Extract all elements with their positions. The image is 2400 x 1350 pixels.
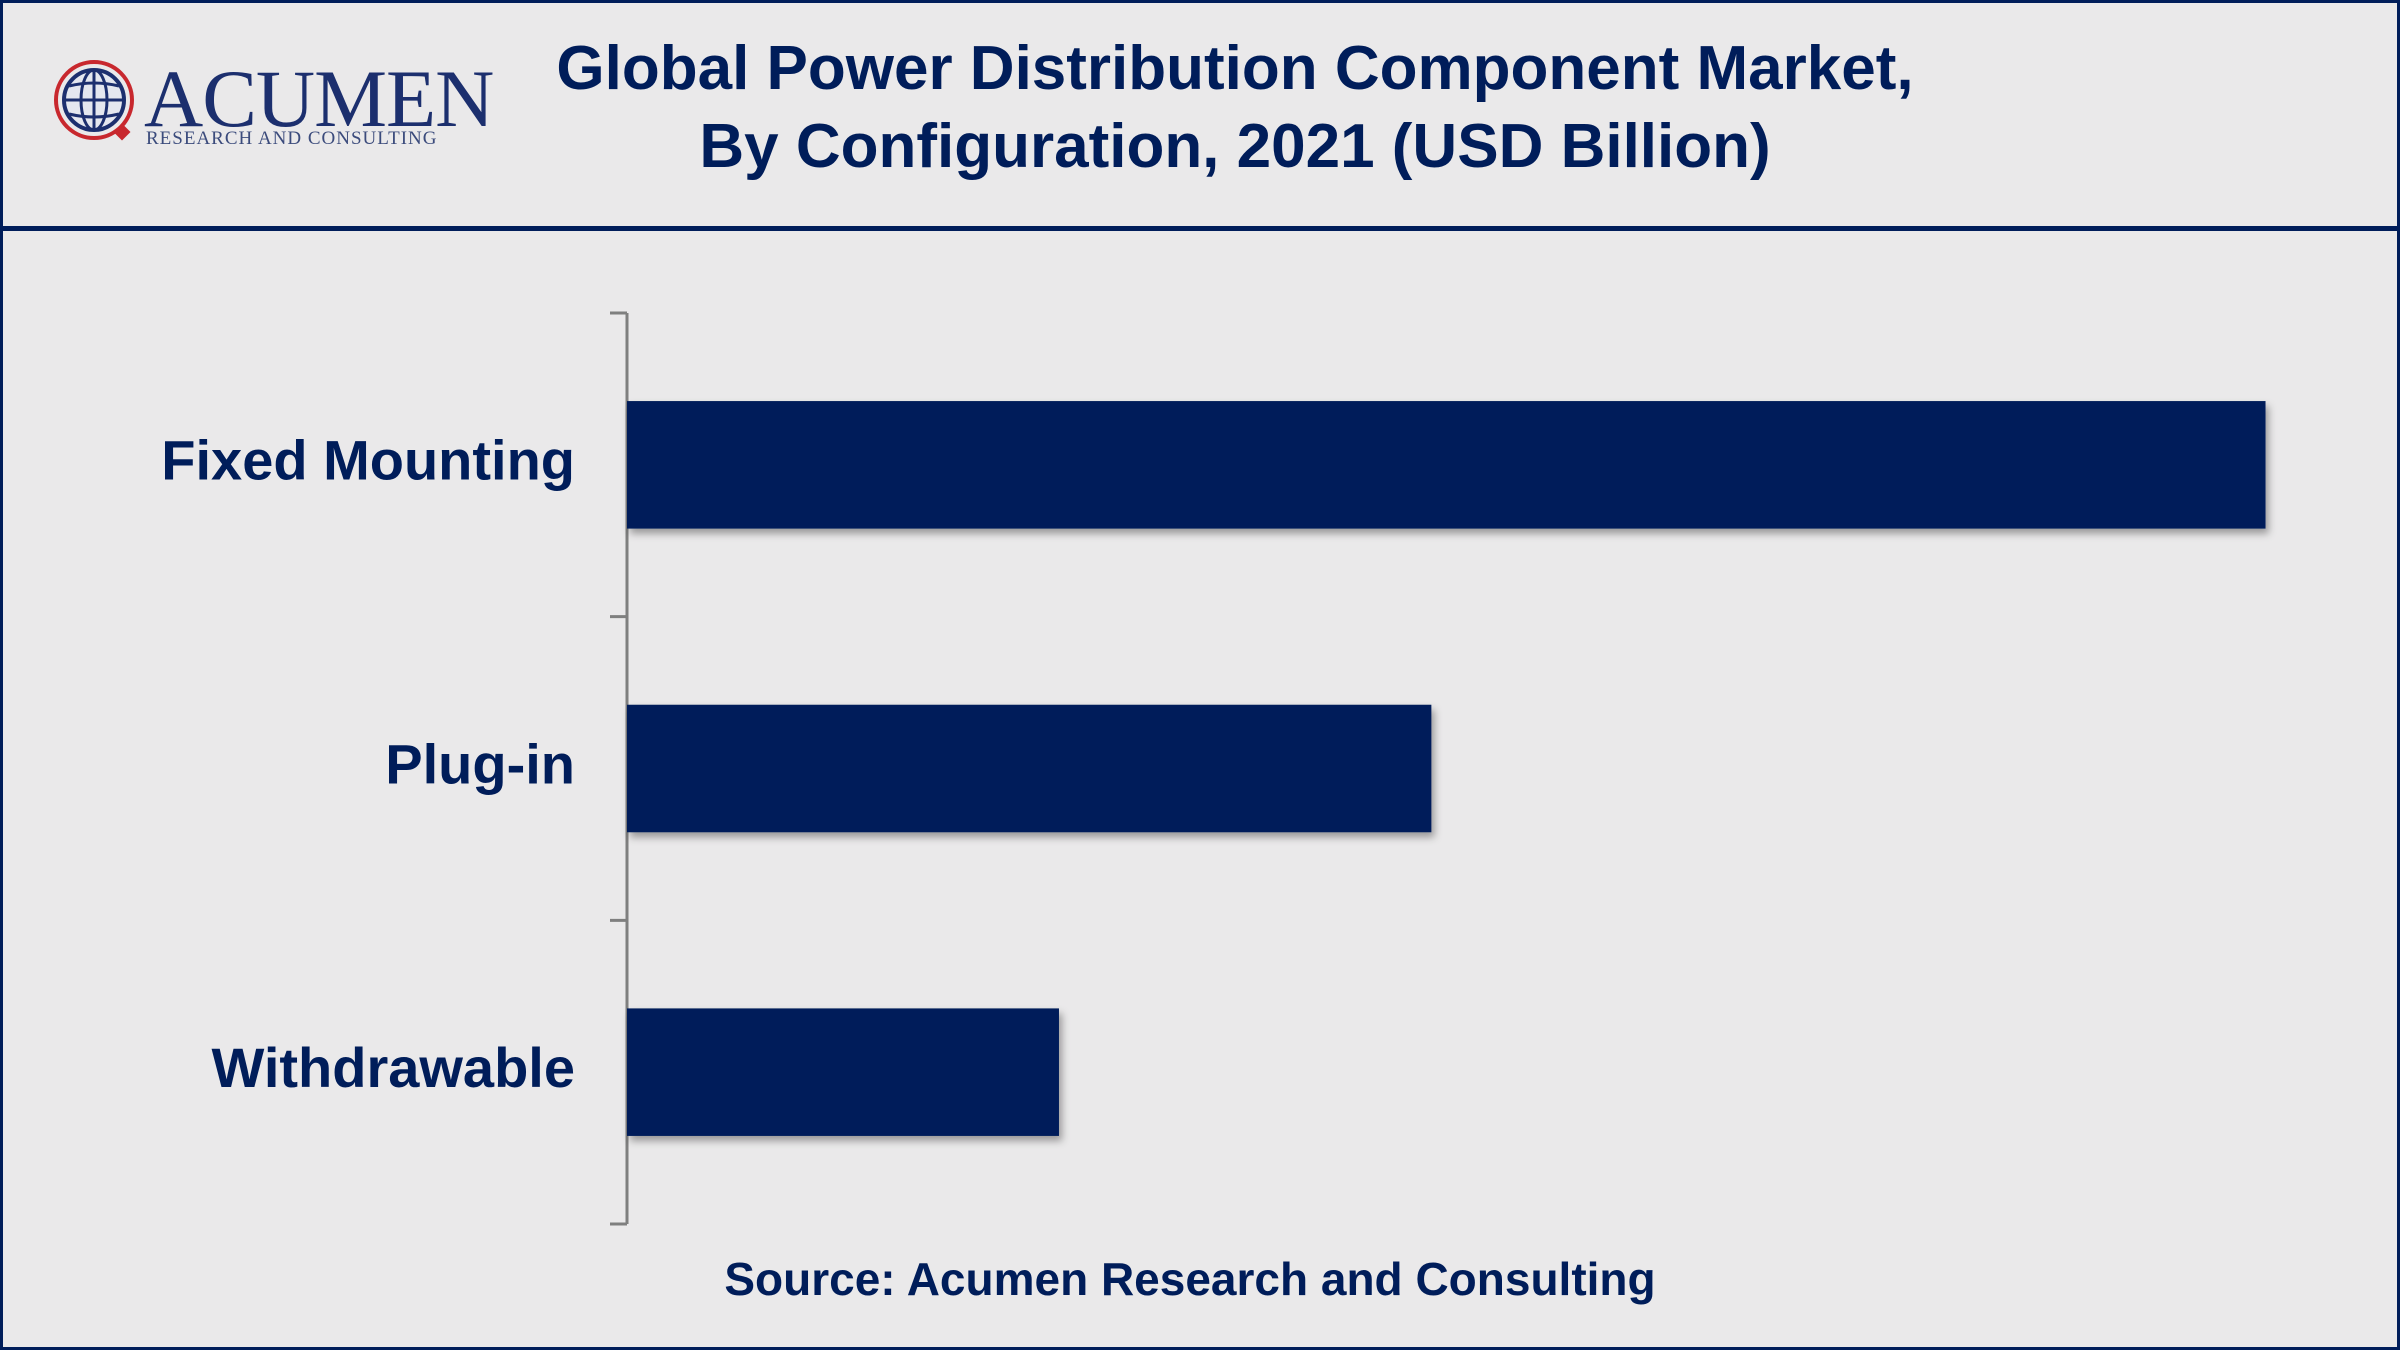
chart-title-line-2: By Configuration, 2021 (USD Billion) [699, 112, 1771, 181]
category-label: Plug-in [385, 732, 575, 795]
bar-plug-in [627, 704, 1432, 833]
bar-withdrawable [627, 1008, 1059, 1136]
logo-wordmark: ACUMEN [144, 53, 494, 144]
category-label: Fixed Mounting [161, 429, 575, 492]
bar-fixed-mounting [627, 401, 2266, 529]
chart-title: Global Power Distribution Component Mark… [440, 30, 2030, 186]
header-divider [0, 226, 2400, 231]
source-note: Source: Acumen Research and Consulting [724, 1253, 1656, 1305]
chart-title-line-1: Global Power Distribution Component Mark… [556, 34, 1914, 103]
acumen-logo: ACUMEN RESEARCH AND CONSULTING [48, 52, 494, 152]
category-label: Withdrawable [211, 1036, 575, 1099]
logo-tagline: RESEARCH AND CONSULTING [146, 128, 438, 149]
globe-icon [54, 60, 134, 141]
